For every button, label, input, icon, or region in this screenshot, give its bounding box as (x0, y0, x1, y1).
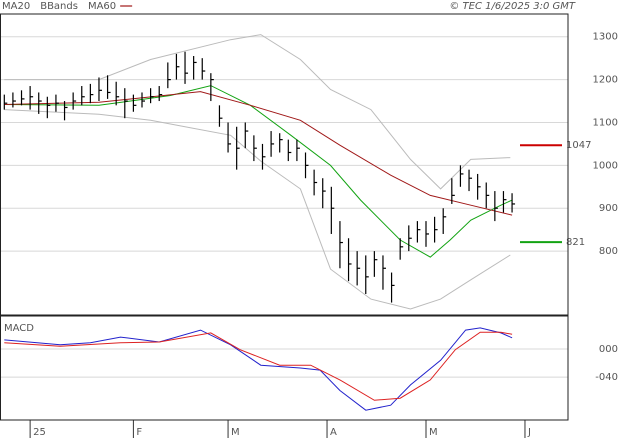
series-line (4, 91, 513, 216)
legend-label: MA60 (88, 1, 116, 12)
x-tick-label: A (330, 427, 337, 438)
legend-label: MA20 (2, 1, 30, 12)
y-tick-label: 1200 (593, 75, 618, 86)
series-line (4, 109, 511, 310)
y-tick-label: 1100 (593, 117, 618, 128)
series-line (4, 34, 511, 190)
series-line (4, 331, 513, 401)
y-tick-label: 1300 (593, 32, 618, 43)
panel-frame (0, 13, 569, 316)
x-tick-label: 25 (33, 427, 46, 438)
x-tick-label: M (231, 427, 240, 438)
y-tick-label: 900 (599, 203, 618, 214)
legend-label: BBands (40, 1, 78, 12)
y-tick-label: 000 (599, 344, 618, 355)
x-tick-label: M (429, 427, 438, 438)
copyright: © TEC 1/6/2025 3:0 GMT (449, 1, 576, 12)
x-tick-label: F (136, 427, 142, 438)
last-value-label: 821 (566, 237, 585, 248)
x-tick-label: J (527, 427, 531, 438)
macd-title: MACD (4, 323, 34, 334)
y-tick-label: 1000 (593, 160, 618, 171)
y-tick-label: 800 (599, 246, 618, 257)
y-tick-label: -040 (595, 372, 618, 383)
last-value-label: 1047 (566, 140, 591, 151)
